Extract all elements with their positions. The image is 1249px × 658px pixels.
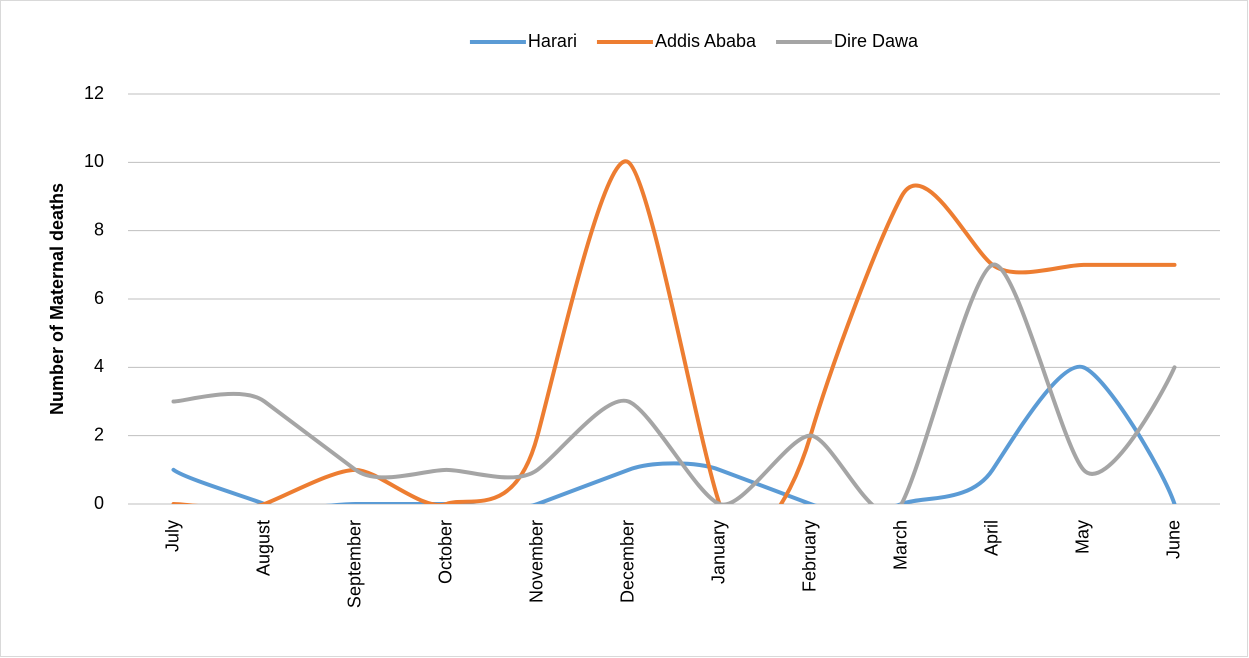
x-tick-label: July — [162, 520, 182, 552]
legend-label: Addis Ababa — [655, 31, 757, 51]
y-tick-label: 6 — [94, 288, 104, 308]
y-tick-label: 12 — [84, 83, 104, 103]
y-tick-label: 10 — [84, 151, 104, 171]
legend: Harari Addis Ababa Dire Dawa — [469, 31, 919, 51]
series-line — [171, 159, 1177, 504]
x-tick-label: April — [981, 520, 1001, 556]
x-tick-label: October — [435, 520, 455, 584]
series-line — [171, 262, 1177, 504]
x-tick-label: February — [799, 520, 819, 592]
y-tick-label: 0 — [94, 493, 104, 513]
y-tick-label: 8 — [94, 219, 104, 239]
x-tick-label: November — [526, 520, 546, 603]
legend-label: Dire Dawa — [834, 31, 919, 51]
x-tick-label: March — [890, 520, 910, 570]
y-axis-label: Number of Maternal deaths — [47, 183, 67, 415]
x-tick-label: September — [344, 520, 364, 608]
y-tick-label: 2 — [94, 424, 104, 444]
x-tick-label: June — [1163, 520, 1183, 559]
x-tick-label: August — [253, 520, 273, 576]
x-tick-label: December — [617, 520, 637, 603]
series-line — [171, 364, 1177, 504]
x-tick-label: January — [708, 520, 728, 584]
legend-label: Harari — [528, 31, 577, 51]
x-tick-label: May — [1072, 520, 1092, 554]
y-tick-label: 4 — [94, 356, 104, 376]
